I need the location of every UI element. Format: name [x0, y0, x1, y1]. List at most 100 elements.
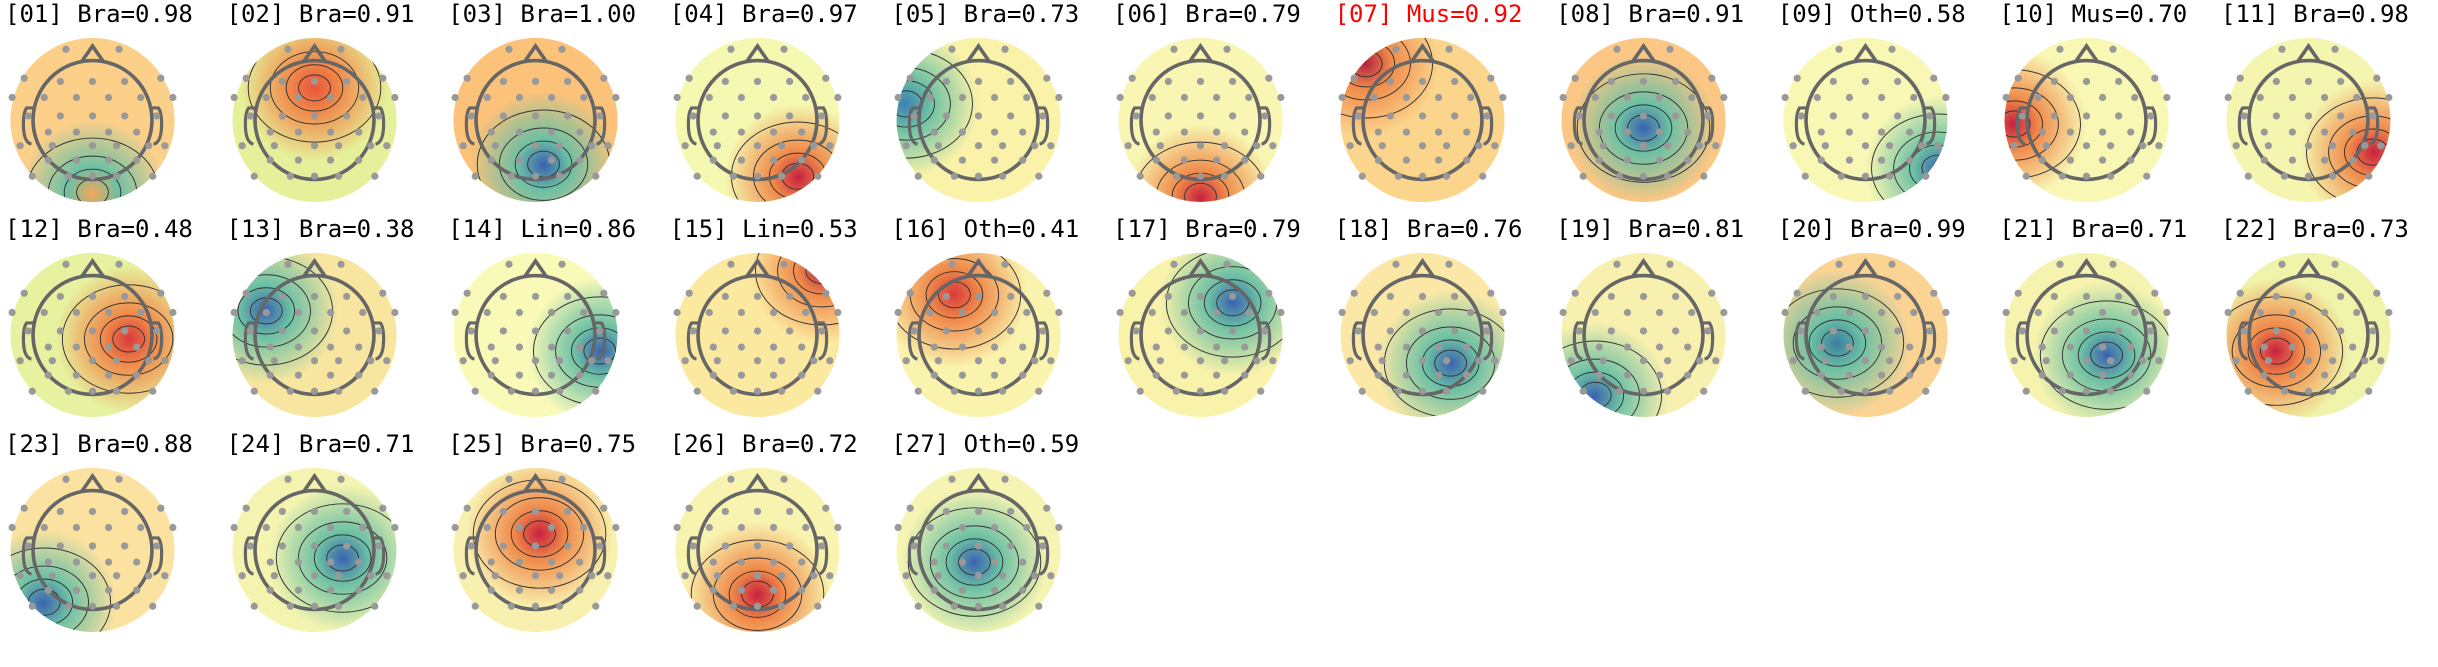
electrode [2288, 156, 2297, 164]
electrode [1591, 93, 1600, 102]
electrode [1821, 357, 1829, 365]
electrode [1624, 343, 1632, 351]
electrode [1624, 93, 1632, 102]
electrode [1001, 45, 1010, 53]
electrode [2349, 343, 2357, 351]
topomap [2224, 253, 2393, 417]
electrode [153, 542, 161, 550]
electrode [1640, 292, 1648, 301]
electrode [161, 142, 169, 150]
electrode [266, 156, 274, 164]
electrode [1391, 45, 1400, 53]
electrode [169, 93, 177, 102]
electrode [1817, 343, 1825, 351]
electrode [991, 343, 999, 351]
electrode [1615, 172, 1624, 180]
electrode [230, 523, 238, 532]
electrode [1845, 371, 1853, 379]
electrode [709, 371, 717, 379]
electrode [2083, 172, 2091, 180]
electrode [943, 542, 951, 550]
electrode [2278, 260, 2286, 268]
electrode [785, 77, 794, 86]
electrode [1269, 357, 1277, 365]
electrode [1229, 112, 1237, 120]
electrode [2083, 142, 2091, 150]
contour-line [499, 127, 589, 201]
electrode [1905, 156, 1914, 164]
electrode [161, 572, 169, 580]
electrode [834, 308, 842, 317]
electrode [902, 142, 911, 150]
contour-line [1203, 279, 1262, 327]
contour-line [805, 257, 838, 285]
electrode [604, 142, 612, 150]
electrode [959, 523, 967, 532]
electrode [1861, 77, 1869, 86]
electrode [382, 357, 391, 365]
electrode [1845, 343, 1853, 351]
electrode [1170, 260, 1178, 268]
electrode [1925, 112, 1934, 120]
electrode [1917, 142, 1926, 150]
electrode [2320, 371, 2329, 379]
electrode [532, 357, 540, 365]
electrode [1877, 371, 1885, 379]
electrode [1152, 371, 1160, 379]
electrode [246, 542, 254, 550]
electrode [1888, 45, 1896, 53]
electrode [1350, 74, 1358, 82]
electrode [310, 112, 318, 120]
electrode [104, 308, 113, 317]
electrode [487, 371, 496, 379]
electrode [2131, 93, 2139, 102]
electrode [112, 602, 121, 610]
topomap-panel: [03] Bra=1.00 [443, 0, 664, 215]
electrode [737, 523, 745, 532]
electrode [1921, 172, 1930, 180]
contour-line [10, 565, 89, 632]
electrode [40, 308, 48, 317]
electrode [2377, 357, 2385, 365]
electrode [104, 156, 113, 164]
topomap [1559, 253, 1728, 417]
electrode [1039, 327, 1047, 335]
electrode [370, 172, 378, 180]
topomap-panel: [04] Bra=0.97 [665, 0, 886, 215]
electrode [326, 586, 334, 594]
electrode [1007, 507, 1015, 516]
electrode [975, 172, 983, 180]
topomap-panel: [22] Bra=0.73 [2216, 215, 2437, 430]
electrode [230, 93, 238, 102]
electrode [1001, 260, 1010, 268]
electrode [1704, 112, 1712, 120]
electrode [769, 586, 777, 594]
electrode [242, 74, 250, 82]
electrode [910, 327, 919, 335]
electrode [1801, 172, 1809, 180]
electrode [1696, 142, 1704, 150]
contour-line [2078, 331, 2136, 379]
electrode [104, 128, 113, 136]
electrode [24, 542, 32, 550]
electrode [1861, 292, 1869, 301]
electrode [1035, 387, 1043, 395]
electrode [334, 172, 342, 180]
electrode [951, 387, 959, 395]
electrode [491, 357, 500, 365]
electrode [1418, 327, 1426, 335]
contour-line [297, 521, 387, 595]
electrode [548, 156, 556, 164]
electrode [2056, 45, 2064, 53]
electrode [576, 128, 584, 136]
electrode [242, 504, 250, 512]
electrode [785, 112, 794, 120]
electrode [2043, 357, 2051, 365]
electrode [1688, 93, 1696, 102]
electrode [121, 77, 129, 86]
electrode [2107, 357, 2115, 365]
electrode [931, 128, 939, 136]
electrode [709, 156, 717, 164]
electrode [270, 142, 278, 150]
electrode [991, 128, 999, 136]
